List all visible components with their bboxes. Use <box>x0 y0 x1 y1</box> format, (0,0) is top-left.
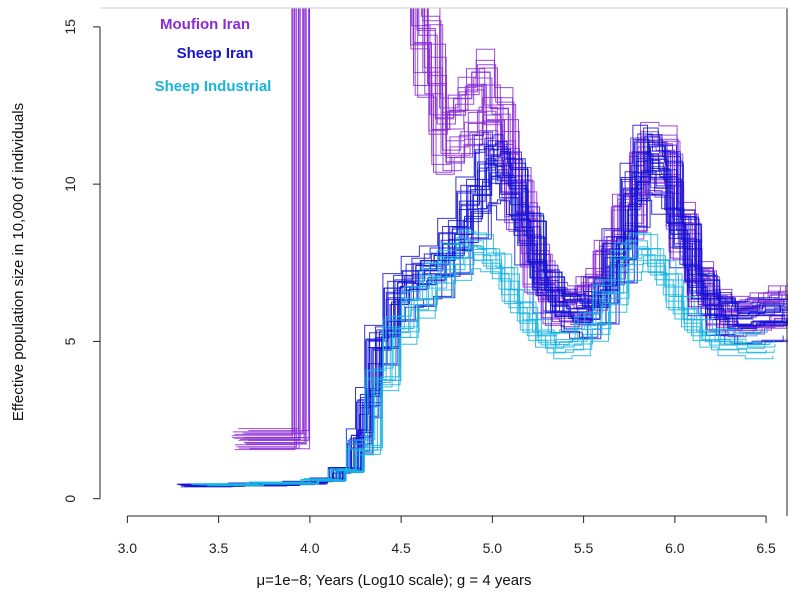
series-layer <box>177 0 788 487</box>
y-tick-label: 15 <box>62 19 78 35</box>
x-tick-label: 5.0 <box>483 540 503 556</box>
series-line <box>246 0 788 444</box>
series-sheep-iran <box>177 125 788 487</box>
series-line <box>245 0 788 443</box>
x-axis-title: μ=1e−8; Years (Log10 scale); g = 4 years <box>256 572 531 589</box>
series-line <box>234 0 782 438</box>
y-axis-title: Effective population size in 10,000 of i… <box>10 103 27 421</box>
legend-label-sheep-iran: Sheep Iran <box>177 45 254 62</box>
x-tick-label: 6.0 <box>665 540 685 556</box>
series-line <box>236 0 784 447</box>
x-tick-label: 4.0 <box>300 540 320 556</box>
series-moufion-iran <box>232 0 788 450</box>
x-tick-label: 5.5 <box>574 540 594 556</box>
series-line <box>232 0 780 436</box>
legend-label-moufion-iran: Moufion Iran <box>160 16 250 33</box>
series-line <box>202 231 768 484</box>
legend-layer: Moufion Iran Sheep Iran Sheep Industrial <box>155 16 272 95</box>
legend-label-sheep-industrial: Sheep Industrial <box>155 78 272 95</box>
series-line <box>200 257 766 485</box>
series-line <box>239 0 787 448</box>
y-tick-label: 10 <box>62 176 78 192</box>
y-tick-label: 5 <box>62 337 78 345</box>
series-line <box>234 0 782 434</box>
y-tick-label: 0 <box>62 495 78 503</box>
x-tick-label: 3.5 <box>209 540 229 556</box>
x-tick-label: 4.5 <box>391 540 411 556</box>
series-line <box>191 238 757 485</box>
series-line <box>235 0 783 445</box>
x-tick-label: 3.0 <box>118 540 138 556</box>
x-tick-label: 6.5 <box>756 540 776 556</box>
